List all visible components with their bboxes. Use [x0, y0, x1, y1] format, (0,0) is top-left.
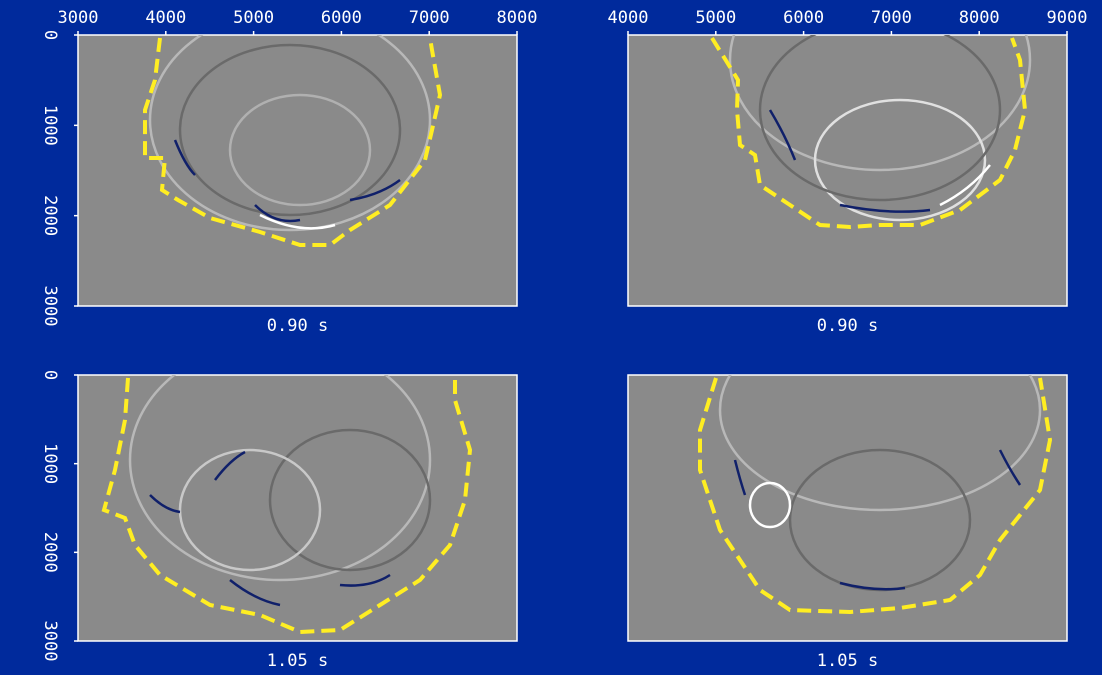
y-tick-label: 0 — [40, 30, 60, 40]
panel-2 — [78, 340, 517, 641]
panel-1 — [628, 0, 1067, 306]
x-tick-label: 6000 — [321, 8, 362, 28]
panel-title: 1.05 s — [267, 651, 328, 671]
x-tick-label: 7000 — [871, 8, 912, 28]
y-tick-label: 1000 — [40, 105, 60, 146]
x-tick-label: 7000 — [409, 8, 450, 28]
y-tick-label: 2000 — [40, 195, 60, 236]
x-tick-label: 8000 — [959, 8, 1000, 28]
panel-0 — [78, 10, 517, 306]
x-tick-label: 8000 — [497, 8, 538, 28]
image-area — [78, 35, 517, 306]
x-tick-label: 5000 — [233, 8, 274, 28]
y-tick-label: 3000 — [40, 621, 60, 662]
y-tick-label: 2000 — [40, 532, 60, 573]
y-tick-label: 0 — [40, 370, 60, 380]
x-tick-label: 5000 — [695, 8, 736, 28]
panel-title: 1.05 s — [817, 651, 878, 671]
y-tick-label: 3000 — [40, 286, 60, 327]
y-tick-label: 1000 — [40, 443, 60, 484]
x-tick-label: 6000 — [783, 8, 824, 28]
panel-title: 0.90 s — [267, 316, 328, 336]
image-area — [628, 35, 1067, 306]
x-tick-label: 4000 — [145, 8, 186, 28]
x-tick-label: 3000 — [58, 8, 99, 28]
x-tick-label: 4000 — [608, 8, 649, 28]
figure: 0.90 s 3000 4000 5000 6000 7000 8000 0 1000 2000 3… — [0, 0, 1102, 675]
x-tick-label: 9000 — [1047, 8, 1088, 28]
panel-title: 0.90 s — [817, 316, 878, 336]
